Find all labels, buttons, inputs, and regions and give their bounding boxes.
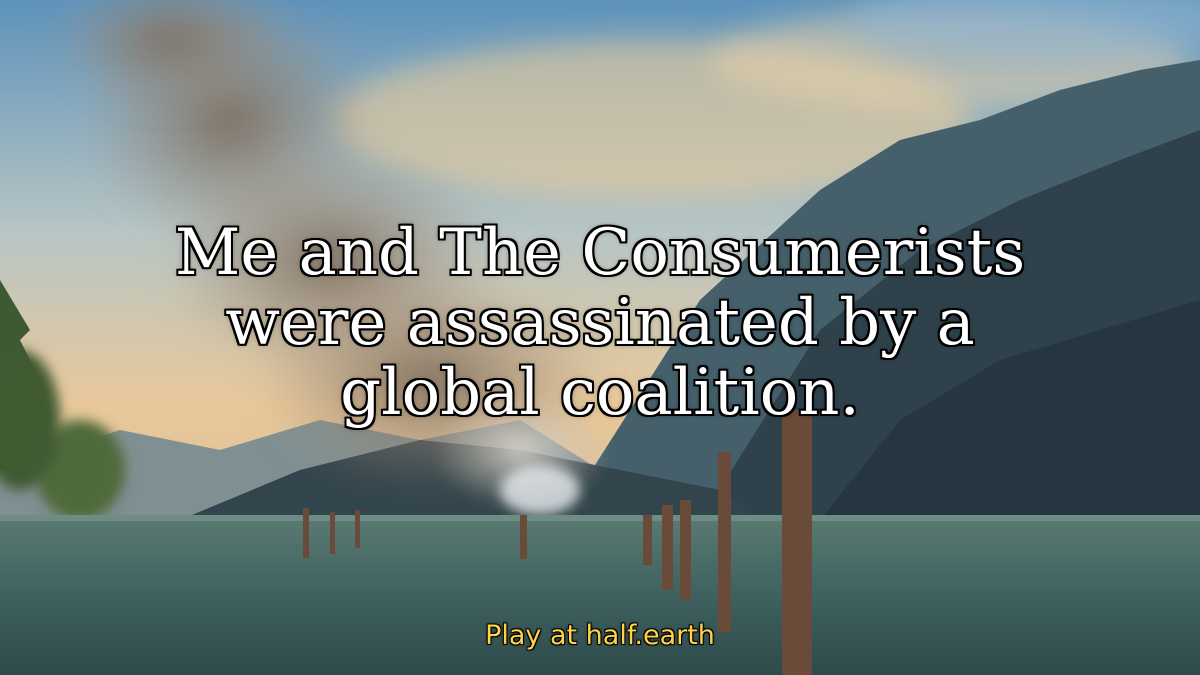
headline-line-1: Me and The Consumerists [174,216,1026,290]
headline-message: Me and The Consumerists were assassinate… [100,218,1100,428]
headline-line-2: were assassinated by a [225,286,975,360]
play-link-text: Play at half.earth [485,620,715,651]
headline-line-3: global coalition. [340,356,860,430]
